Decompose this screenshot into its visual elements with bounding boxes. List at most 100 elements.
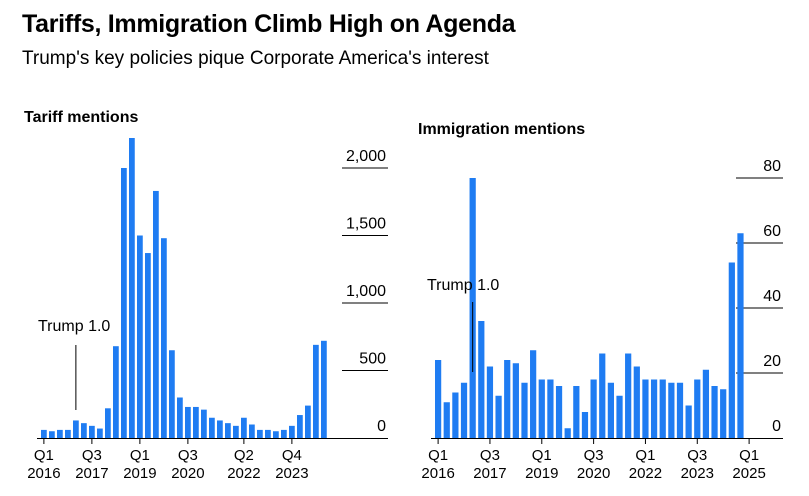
immigration-bar <box>676 382 684 438</box>
tariff-bar <box>81 423 87 438</box>
immigration-bar <box>694 379 701 438</box>
immigration-bar <box>460 382 468 438</box>
immigration-x-tick-year: 2019 <box>525 465 558 482</box>
tariff-x-tick-quarter: Q3 <box>82 447 102 464</box>
immigration-x-tick-year: 2023 <box>681 465 714 482</box>
tariff-x-tick-year: 2017 <box>75 465 108 482</box>
immigration-x-tick-year: 2016 <box>421 465 454 482</box>
tariff-bar <box>177 397 183 438</box>
tariff-x-tick-year: 2023 <box>275 465 308 482</box>
tariff-x-tick-quarter: Q2 <box>234 447 254 464</box>
immigration-bar <box>590 379 597 438</box>
immigration-x-tick-quarter: Q1 <box>428 447 448 464</box>
immigration-bar <box>521 382 528 438</box>
tariff-bar <box>73 420 79 438</box>
immigration-y-tick-label: 80 <box>763 158 781 175</box>
tariff-y-tick-label: 1,000 <box>346 283 386 300</box>
tariff-x-tick-year: 2019 <box>123 465 156 482</box>
immigration-bar <box>685 405 692 438</box>
immigration-bar <box>728 262 735 438</box>
tariff-y-tick-label: 2,000 <box>346 148 386 165</box>
tariff-bar <box>241 417 247 438</box>
tariff-bar <box>217 420 223 438</box>
immigration-x-tick-year: 2017 <box>473 465 506 482</box>
tariff-x-tick-quarter: Q1 <box>34 447 54 464</box>
immigration-bar <box>737 233 744 438</box>
tariff-annotation: Trump 1.0 <box>38 318 110 335</box>
immigration-bar <box>486 366 494 438</box>
immigration-bar <box>625 353 632 438</box>
immigration-bar <box>530 350 537 438</box>
immigration-bar <box>668 382 675 438</box>
tariff-bar <box>313 344 319 438</box>
tariff-bar <box>249 424 255 438</box>
immigration-annotation: Trump 1.0 <box>427 277 499 294</box>
tariff-bar <box>169 350 175 438</box>
tariff-bar <box>113 346 119 438</box>
tariff-x-tick-year: 2022 <box>227 465 260 482</box>
tariff-bar <box>41 429 47 438</box>
tariff-bar <box>105 408 111 438</box>
page-subtitle: Trump's key policies pique Corporate Ame… <box>22 48 489 69</box>
tariff-bar <box>297 415 303 438</box>
immigration-bar <box>659 379 666 438</box>
immigration-x-tick-year: 2020 <box>577 465 610 482</box>
immigration-y-tick-label: 20 <box>763 353 781 370</box>
immigration-y-tick-label: 60 <box>763 223 781 240</box>
immigration-x-tick-year: 2022 <box>629 465 662 482</box>
immigration-x-tick-quarter: Q1 <box>532 447 552 464</box>
immigration-bar <box>599 353 606 438</box>
tariff-bar <box>209 417 215 438</box>
tariff-y-tick-label: 1,500 <box>346 216 386 233</box>
tariff-bar <box>273 431 279 438</box>
tariff-bar <box>65 429 71 438</box>
immigration-x-tick-quarter: Q3 <box>480 447 500 464</box>
immigration-x-tick-quarter: Q3 <box>584 447 604 464</box>
tariff-bar <box>97 428 103 438</box>
tariff-bar <box>153 190 159 438</box>
tariff-bar <box>129 138 135 438</box>
tariff-bar <box>185 406 191 438</box>
page-title: Tariffs, Immigration Climb High on Agend… <box>22 10 516 38</box>
immigration-y-tick-label: 40 <box>763 288 781 305</box>
tariff-bar <box>305 405 311 438</box>
tariff-bar <box>257 429 263 438</box>
tariff-y-tick-label: 0 <box>377 418 386 435</box>
immigration-bar <box>478 321 485 438</box>
tariff-bar <box>233 425 239 438</box>
immigration-x-tick-quarter: Q1 <box>739 447 759 464</box>
immigration-bar <box>650 379 658 438</box>
immigration-bar <box>555 386 563 438</box>
immigration-y-tick-label: 0 <box>772 418 781 435</box>
tariff-bar <box>57 429 63 438</box>
immigration-bar <box>512 363 519 438</box>
immigration-bar <box>711 386 718 438</box>
immigration-bar <box>564 428 571 438</box>
tariff-bar <box>289 425 295 438</box>
immigration-bar <box>495 395 502 438</box>
tariff-y-tick-label: 500 <box>359 351 386 368</box>
tariff-bar <box>281 429 287 438</box>
tariff-bar <box>89 425 95 438</box>
immigration-x-tick-quarter: Q1 <box>635 447 655 464</box>
tariff-bar <box>121 168 127 438</box>
tariff-bar <box>49 431 55 438</box>
tariff-bar <box>225 423 231 438</box>
immigration-bar <box>504 360 511 438</box>
immigration-bar <box>702 369 710 438</box>
immigration-bar <box>642 379 649 438</box>
tariff-bar <box>161 238 167 438</box>
immigration-bar <box>616 395 623 438</box>
tariff-bar <box>137 235 143 438</box>
tariff-x-tick-quarter: Q3 <box>178 447 198 464</box>
tariff-bar <box>265 429 271 438</box>
immigration-bar <box>581 412 589 438</box>
immigration-x-tick-quarter: Q3 <box>687 447 707 464</box>
immigration-bar <box>573 386 580 438</box>
immigration-bar <box>435 360 442 438</box>
immigration-x-tick-year: 2025 <box>732 465 765 482</box>
immigration-bar <box>607 382 614 438</box>
immigration-bar <box>443 402 450 438</box>
